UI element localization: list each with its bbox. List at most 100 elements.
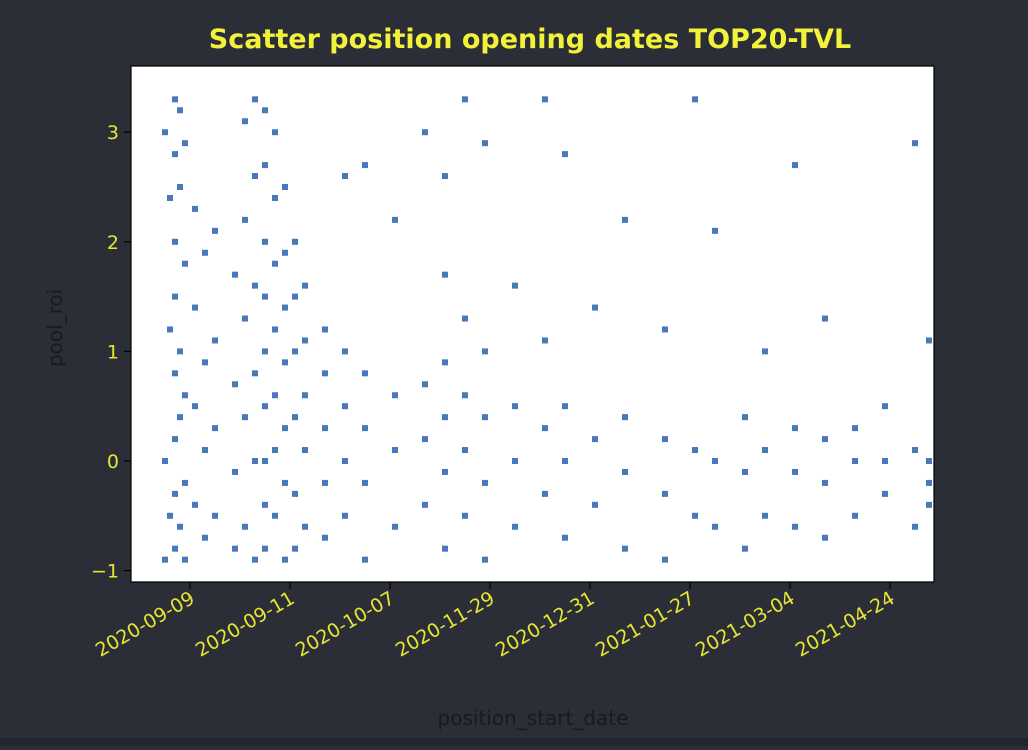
scatter-point — [262, 403, 268, 410]
scatter-point — [542, 490, 548, 497]
scatter-point — [512, 458, 518, 464]
scatter-point — [462, 392, 468, 399]
scatter-point — [422, 436, 428, 443]
y-tick-label: 2 — [107, 232, 119, 254]
y-tick-label: 3 — [107, 122, 119, 144]
scatter-point — [212, 512, 218, 519]
scatter-point — [242, 523, 248, 530]
scatter-point — [302, 392, 308, 399]
scatter-point — [322, 326, 328, 333]
scatter-point — [362, 556, 368, 563]
scatter-point — [562, 403, 568, 410]
scatter-point — [172, 238, 178, 245]
scatter-point — [662, 490, 668, 497]
scatter-point — [242, 414, 248, 421]
scatter-point — [882, 403, 888, 410]
scatter-point — [212, 227, 218, 234]
scatter-point — [282, 479, 288, 486]
scatter-point — [182, 479, 188, 486]
scatter-point — [182, 260, 188, 267]
scatter-point — [362, 425, 368, 432]
scatter-point — [192, 304, 198, 311]
scatter-point — [177, 523, 183, 530]
scatter-point — [192, 403, 198, 410]
scatter-point — [162, 129, 168, 136]
scatter-point — [926, 337, 932, 344]
scatter-point — [712, 458, 718, 464]
scatter-point — [442, 173, 448, 180]
scatter-point — [926, 479, 932, 486]
scatter-point — [422, 381, 428, 388]
scatter-point — [482, 479, 488, 486]
scatter-point — [262, 458, 268, 464]
scatter-point — [202, 249, 208, 256]
scatter-point — [252, 370, 258, 377]
scatter-point — [167, 326, 173, 333]
plot-area — [131, 66, 934, 582]
scatter-point — [482, 348, 488, 355]
scatter-point — [262, 348, 268, 355]
scatter-point — [462, 512, 468, 519]
scatter-point — [282, 556, 288, 563]
scatter-point — [272, 326, 278, 333]
scatter-point — [422, 129, 428, 136]
scatter-point — [442, 545, 448, 552]
x-ticks: 2020-09-092020-09-112020-10-072020-11-29… — [92, 582, 899, 662]
scatter-point — [912, 447, 918, 454]
scatter-point — [262, 238, 268, 245]
scatter-point — [192, 205, 198, 212]
scatter-point — [282, 249, 288, 256]
scatter-point — [662, 326, 668, 333]
scatter-point — [322, 479, 328, 486]
scatter-point — [232, 271, 238, 278]
scatter-point — [272, 512, 278, 519]
x-tick-label: 2020-09-09 — [92, 587, 199, 661]
scatter-point — [442, 359, 448, 366]
scatter-point — [172, 490, 178, 497]
scatter-point — [172, 151, 178, 158]
scatter-point — [242, 118, 248, 125]
scatter-point — [542, 337, 548, 344]
scatter-point — [882, 490, 888, 497]
scatter-point — [292, 293, 298, 300]
scatter-point — [232, 381, 238, 388]
scatter-point — [302, 282, 308, 289]
scatter-point — [272, 129, 278, 136]
scatter-point — [562, 534, 568, 541]
scatter-point — [292, 545, 298, 552]
scatter-point — [462, 447, 468, 454]
scatter-point — [852, 458, 858, 464]
scatter-point — [852, 425, 858, 432]
scatter-point — [292, 414, 298, 421]
scatter-point — [252, 458, 258, 464]
scatter-point — [562, 151, 568, 158]
scatter-point — [442, 468, 448, 475]
scatter-point — [742, 468, 748, 475]
y-axis-label: pool_roi — [43, 289, 67, 367]
scatter-point — [282, 425, 288, 432]
scatter-point — [262, 107, 268, 114]
scatter-point — [482, 140, 488, 147]
y-ticks: −1 0 1 2 3 — [91, 122, 131, 583]
scatter-point — [512, 403, 518, 410]
scatter-point — [202, 359, 208, 366]
scatter-point — [172, 96, 178, 103]
scatter-point — [442, 414, 448, 421]
scatter-point — [172, 545, 178, 552]
scatter-point — [926, 458, 932, 464]
scatter-point — [262, 162, 268, 169]
chart-title: Scatter position opening dates TOP20-TVL — [209, 24, 851, 55]
scatter-point — [822, 436, 828, 443]
scatter-point — [322, 534, 328, 541]
scatter-point — [177, 348, 183, 355]
scatter-point — [882, 458, 888, 464]
scatter-point — [392, 392, 398, 399]
scatter-point — [272, 392, 278, 399]
scatter-point — [622, 216, 628, 223]
scatter-point — [292, 490, 298, 497]
y-tick-label: 0 — [107, 451, 119, 473]
scatter-point — [262, 293, 268, 300]
bottom-strip — [0, 738, 1028, 746]
